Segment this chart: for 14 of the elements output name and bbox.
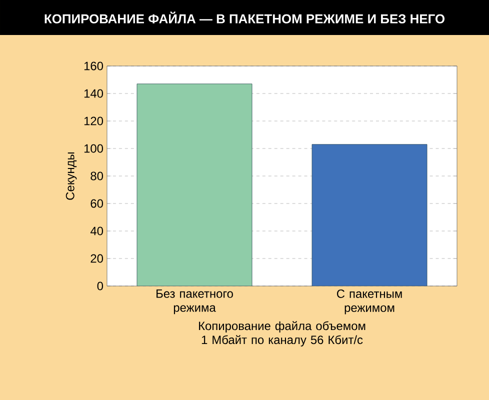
- y-tick-label: 140: [84, 89, 104, 98]
- y-tick-label: 60: [90, 199, 104, 208]
- x-axis-title: Копирование файла объемом 1 Мбайт по каналу 56 Кбит/с: [199, 321, 366, 346]
- y-tick-label: 160: [84, 62, 104, 70]
- y-tick-label: 0: [97, 282, 104, 290]
- y-tick-label: 40: [90, 226, 104, 236]
- x-tick-label: С пакетным режимом: [336, 290, 402, 314]
- y-tick-label: 100: [84, 144, 104, 153]
- y-tick-label: 120: [84, 116, 104, 126]
- y-tick-label: 20: [90, 254, 104, 263]
- y-tick-label: 80: [90, 172, 104, 180]
- chart-title: КОПИРОВАНИЕ ФАЙЛА — В ПАКЕТНОМ РЕЖИМЕ И БЕЗ НЕГО: [44, 12, 445, 24]
- y-axis-title: Секунды: [66, 152, 77, 200]
- x-tick-label: Без пакетного режима: [156, 290, 233, 314]
